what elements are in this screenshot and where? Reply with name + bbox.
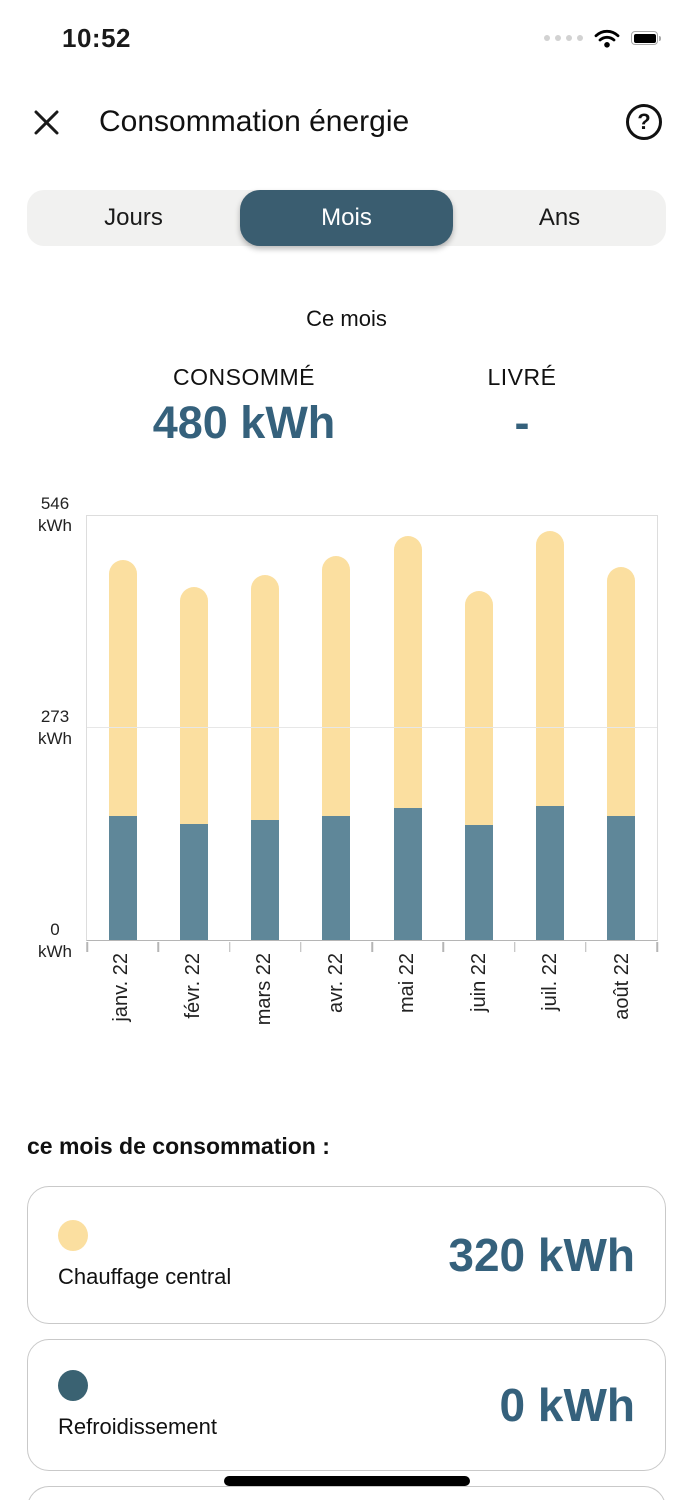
- card-next-partial[interactable]: [27, 1486, 666, 1500]
- stacked-bar-janv--22[interactable]: [108, 559, 137, 940]
- bar-slot: [586, 516, 657, 940]
- x-axis-tick: [228, 941, 231, 952]
- bar-segment-yellow: [322, 555, 351, 816]
- bar-slot: [87, 516, 158, 940]
- card-chauffage-central[interactable]: Chauffage central 320 kWh: [27, 1186, 666, 1324]
- bar-segment-yellow: [251, 575, 280, 820]
- bar-segment-blue: [464, 825, 493, 940]
- x-axis-tick: [585, 941, 587, 952]
- question-mark-icon: ?: [637, 109, 651, 134]
- home-indicator[interactable]: [223, 1476, 470, 1486]
- chart-bars: [87, 516, 657, 940]
- x-axis-label: juin 22: [467, 953, 490, 1012]
- bar-slot: [515, 516, 586, 940]
- bar-segment-yellow: [108, 559, 137, 816]
- breakdown-cards: Chauffage central 320 kWh Refroidissemen…: [27, 1186, 666, 1500]
- delivered-block: LIVRÉ -: [422, 364, 622, 449]
- bar-slot: [158, 516, 229, 940]
- breakdown-heading: ce mois de consommation :: [27, 1133, 330, 1159]
- legend-dot: [58, 1370, 88, 1401]
- y-axis-tick-mid: 273 kWh: [38, 707, 72, 748]
- card-refroidissement[interactable]: Refroidissement 0 kWh: [27, 1339, 666, 1471]
- x-axis-tick: [300, 941, 302, 952]
- bar-segment-blue: [607, 815, 636, 940]
- bar-segment-yellow: [179, 586, 208, 824]
- wifi-icon: [594, 29, 620, 48]
- help-button[interactable]: ?: [626, 104, 662, 140]
- legend-dot: [58, 1220, 88, 1251]
- delivered-label: LIVRÉ: [487, 364, 557, 390]
- x-axis-label: août 22: [610, 953, 633, 1020]
- tab-jours[interactable]: Jours: [104, 204, 163, 231]
- stacked-bar-août-22[interactable]: [607, 567, 636, 940]
- x-axis-label: mai 22: [396, 953, 419, 1014]
- x-axis-tick: [157, 941, 159, 952]
- gridline: [87, 727, 657, 728]
- bar-segment-yellow: [464, 590, 493, 826]
- bar-segment-blue: [108, 815, 137, 940]
- stacked-bar-juin-22[interactable]: [464, 590, 493, 940]
- cellular-signal-icon: [544, 35, 583, 41]
- bar-segment-yellow: [393, 536, 422, 808]
- stacked-bar-avr--22[interactable]: [322, 555, 351, 940]
- x-axis-tick: [513, 941, 516, 952]
- x-axis-label: avr. 22: [324, 953, 347, 1014]
- clock: 10:52: [62, 22, 131, 53]
- bar-segment-blue: [322, 815, 351, 940]
- header: Consommation énergie ?: [0, 102, 693, 142]
- bar-segment-yellow: [607, 567, 636, 816]
- x-axis-label: mars 22: [253, 953, 276, 1026]
- summary-row: CONSOMMÉ 480 kWh LIVRÉ -: [0, 364, 693, 449]
- stacked-bar-mai-22[interactable]: [393, 536, 422, 940]
- bar-segment-blue: [179, 823, 208, 940]
- consumed-label: CONSOMMÉ: [173, 364, 315, 390]
- card-value: 0 kWh: [499, 1379, 635, 1431]
- x-axis-tick: [371, 941, 373, 952]
- card-label: Chauffage central: [58, 1264, 232, 1289]
- period-label: Ce mois: [306, 306, 387, 331]
- bar-segment-blue: [251, 819, 280, 940]
- x-axis-tick: [442, 941, 444, 952]
- tab-ans[interactable]: Ans: [538, 204, 581, 231]
- bar-segment-yellow: [536, 530, 565, 807]
- card-value: 320 kWh: [448, 1229, 635, 1281]
- chart-plot-area: [86, 515, 658, 952]
- card-label: Refroidissement: [58, 1414, 217, 1439]
- stacked-bar-févr--22[interactable]: [179, 586, 208, 940]
- delivered-value: -: [514, 397, 530, 448]
- x-axis-tick: [86, 941, 88, 952]
- x-axis-tick: [656, 941, 658, 952]
- period-segmented-control: Jours Mois Ans: [27, 190, 666, 246]
- y-axis-tick-zero: 0 kWh: [38, 920, 72, 961]
- tab-mois[interactable]: Mois: [240, 190, 453, 246]
- x-axis-label: janv. 22: [110, 953, 133, 1022]
- bar-segment-blue: [536, 806, 565, 940]
- x-axis-labels: janv. 22 févr. 22 mars 22 avr. 22 mai 22 juin…: [86, 953, 658, 1053]
- bar-slot: [443, 516, 514, 940]
- bar-segment-blue: [393, 807, 422, 940]
- status-icons: [544, 29, 661, 48]
- battery-icon: [631, 31, 661, 45]
- consumed-block: CONSOMMÉ 480 kWh: [94, 364, 394, 449]
- bar-slot: [230, 516, 301, 940]
- stacked-bar-mars-22[interactable]: [251, 575, 280, 940]
- status-bar: 10:52: [0, 0, 693, 54]
- bar-slot: [372, 516, 443, 940]
- x-axis-label: févr. 22: [181, 953, 204, 1019]
- consumed-value: 480 kWh: [152, 397, 336, 448]
- close-button[interactable]: [31, 107, 61, 137]
- y-axis-tick-max: 546 kWh: [38, 494, 72, 535]
- consumption-chart: 546 kWh 273 kWh 0 kWh: [0, 494, 693, 961]
- page-title: Consommation énergie: [99, 105, 410, 138]
- bar-slot: [301, 516, 372, 940]
- stacked-bar-juil--22[interactable]: [536, 530, 565, 940]
- x-axis-label: juil. 22: [539, 953, 562, 1011]
